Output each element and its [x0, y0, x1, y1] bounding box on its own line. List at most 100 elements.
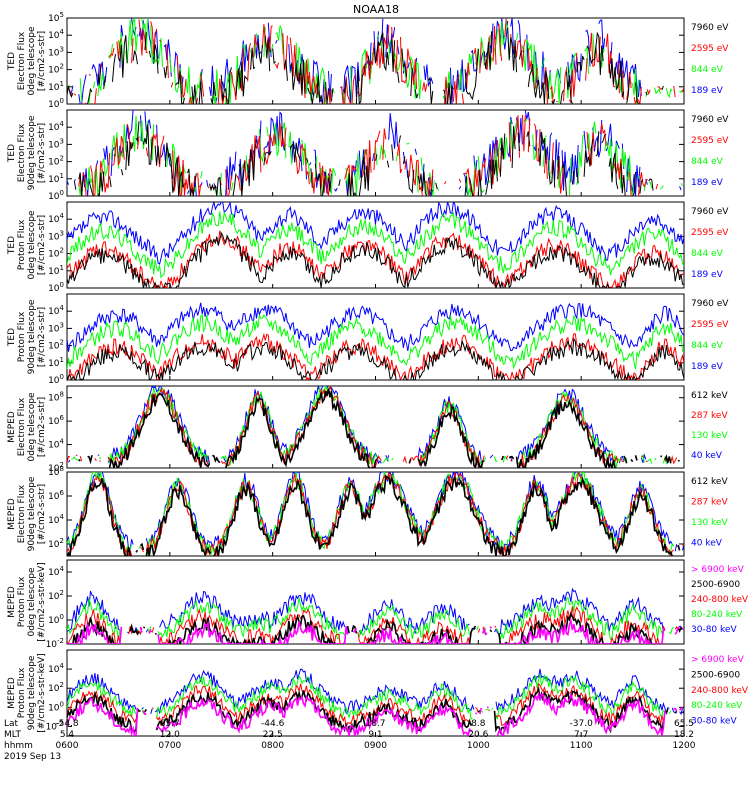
legend-entry: 189 eV [691, 86, 724, 96]
legend-entry: > 6900 keV [691, 565, 745, 575]
footer-row-label: Lat [4, 719, 19, 729]
footer-value: 5.4 [60, 730, 75, 740]
y-tick-label: 100 [48, 613, 64, 626]
y-tick-label: 101 [48, 264, 64, 277]
footer-value: 9.1 [368, 730, 382, 740]
footer-value: 18.2 [674, 730, 694, 740]
legend-entry: 40 keV [691, 451, 723, 461]
footer-value: 7.7 [574, 730, 588, 740]
series-magenta-line [67, 691, 684, 736]
series-red-line [67, 230, 684, 288]
y-tick-label: 104 [48, 438, 64, 451]
series-blue-line [67, 302, 684, 352]
legend-entry: 80-240 keV [691, 610, 743, 620]
legend-entry: 2595 eV [691, 136, 729, 146]
series-black-line [67, 337, 684, 380]
footer-value: -44.6 [261, 719, 285, 729]
y-tick-label: 104 [48, 212, 64, 225]
legend-entry: 844 eV [691, 157, 724, 167]
legend-entry: 40 keV [691, 539, 723, 549]
footer-date: 2019 Sep 13 [4, 752, 61, 762]
y-tick-label: 104 [48, 304, 64, 317]
legend-entry: 189 eV [691, 270, 724, 280]
series-black-line [67, 231, 684, 288]
series-blue-line [67, 472, 684, 553]
series-group [67, 587, 684, 644]
footer-value: 65.7 [160, 719, 180, 729]
footer-row-label: MLT [4, 730, 22, 740]
series-magenta-line [67, 618, 684, 644]
y-tick-label: 100 [48, 281, 64, 294]
series-group [67, 668, 684, 736]
footer-axis-labels: Lat -54.8 65.7 -44.6 18.7 8.8 -37.0 65.5 MLT 5.4 1… [4, 719, 696, 762]
legend-entry: 189 eV [691, 362, 724, 372]
y-tick-label: 100 [48, 97, 64, 110]
footer-value: 1200 [673, 741, 696, 751]
legend-entry: 130 keV [691, 431, 728, 441]
series-red-line [67, 332, 684, 380]
series-group [67, 202, 684, 288]
legend-entry: 30-80 keV [691, 717, 737, 727]
legend-entry: 30-80 keV [691, 625, 737, 635]
y-tick-label: 106 [48, 489, 64, 502]
y-tick-label: 100 [48, 700, 64, 713]
y-tick-label: 101 [48, 356, 64, 369]
y-tick-label: 103 [48, 321, 64, 334]
y-axis-label: MEPEDProton Flux0deg telescope[#/cm2-s-s… [7, 562, 47, 641]
footer-value: 20.6 [468, 730, 488, 740]
footer-value: 18.7 [365, 719, 385, 729]
series-group [67, 386, 684, 468]
legend-entry: 7960 eV [691, 23, 729, 33]
y-axis-label: TEDProton Flux90deg telescope[#/cm2-s-st… [7, 299, 47, 374]
legend-entry: 80-240 keV [691, 701, 743, 711]
footer-value: 0600 [56, 741, 79, 751]
y-axis-label: MEPEDElectron Flux90deg telescope[#/cm2-… [7, 476, 47, 551]
legend-entry: 7960 eV [691, 115, 729, 125]
series-group [67, 472, 684, 556]
y-tick-label: 102 [48, 247, 64, 260]
legend-entry: 612 keV [691, 477, 728, 487]
series-group [67, 110, 684, 196]
legend-entry: 2595 eV [691, 320, 729, 330]
footer-value: 1100 [570, 741, 593, 751]
footer-value: 65.5 [674, 719, 694, 729]
y-tick-label: 102 [48, 589, 64, 602]
y-tick-label: 108 [48, 391, 64, 404]
y-axis-label: TEDElectron Flux90deg telescope[#/cm2-s-… [7, 115, 47, 190]
legend-entry: 130 keV [691, 518, 728, 528]
legend-entry: 2595 eV [691, 228, 729, 238]
footer-value: 0700 [158, 741, 181, 751]
footer-value: 22.5 [263, 730, 283, 740]
series-blue-line [69, 386, 685, 464]
y-tick-label: 10-2 [46, 637, 64, 650]
y-tick-label: 100 [48, 189, 64, 202]
y-tick-label: 103 [48, 45, 64, 58]
legend-entry: 844 eV [691, 65, 724, 75]
footer-value: -37.0 [570, 719, 594, 729]
series-red-line [67, 472, 684, 556]
y-tick-label: 100 [48, 373, 64, 386]
footer-row-label: hhmm [4, 741, 33, 751]
series-group [67, 302, 684, 380]
legend-entry: 612 keV [691, 391, 728, 401]
footer-value: -54.8 [55, 719, 79, 729]
series-green-line [67, 313, 684, 370]
y-tick-label: 102 [48, 339, 64, 352]
legend-entry: 287 keV [691, 411, 728, 421]
legend-entry: 2500-6900 [691, 580, 740, 590]
footer-value: 0900 [364, 741, 387, 751]
legend-entry: 844 eV [691, 249, 724, 259]
legend-entry: 240-800 keV [691, 686, 749, 696]
footer-value: 1000 [467, 741, 490, 751]
y-tick-label: 106 [48, 414, 64, 427]
y-tick-label: 104 [48, 662, 64, 675]
